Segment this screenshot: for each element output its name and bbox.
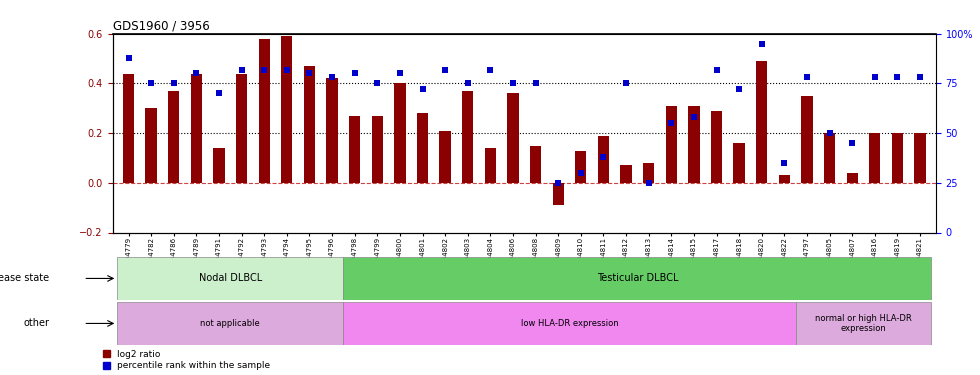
Bar bbox=[145, 108, 157, 183]
Point bbox=[551, 180, 566, 186]
Point bbox=[415, 86, 430, 92]
Bar bbox=[349, 116, 361, 183]
Point bbox=[754, 41, 769, 47]
Point bbox=[867, 75, 883, 81]
Bar bbox=[802, 96, 812, 183]
Text: Nodal DLBCL: Nodal DLBCL bbox=[199, 273, 262, 284]
Point bbox=[596, 154, 612, 160]
Point bbox=[731, 86, 747, 92]
Text: Testicular DLBCL: Testicular DLBCL bbox=[597, 273, 678, 284]
Bar bbox=[892, 133, 904, 183]
Bar bbox=[710, 111, 722, 183]
Point bbox=[890, 75, 906, 81]
Point bbox=[392, 70, 408, 76]
Point bbox=[618, 81, 634, 87]
Bar bbox=[757, 61, 767, 183]
Point bbox=[121, 55, 136, 61]
Text: disease state: disease state bbox=[0, 273, 49, 284]
Bar bbox=[796, 302, 931, 345]
Bar bbox=[394, 84, 406, 183]
Bar bbox=[847, 173, 858, 183]
Bar bbox=[326, 78, 338, 183]
Bar bbox=[281, 36, 292, 183]
Point bbox=[279, 66, 295, 72]
Point bbox=[505, 81, 520, 87]
Point bbox=[822, 130, 838, 136]
Point bbox=[234, 66, 250, 72]
Text: low HLA-DR expression: low HLA-DR expression bbox=[520, 319, 618, 328]
Bar bbox=[118, 302, 343, 345]
Bar bbox=[169, 91, 179, 183]
Point bbox=[324, 75, 340, 81]
Bar bbox=[485, 148, 496, 183]
Point bbox=[845, 140, 860, 146]
Point bbox=[143, 81, 159, 87]
Bar bbox=[575, 150, 586, 183]
Bar bbox=[530, 146, 541, 183]
Point bbox=[188, 70, 204, 76]
Point bbox=[257, 66, 272, 72]
Bar bbox=[236, 74, 247, 183]
Text: normal or high HLA-DR
expression: normal or high HLA-DR expression bbox=[815, 314, 912, 333]
Bar bbox=[343, 302, 796, 345]
Bar bbox=[914, 133, 926, 183]
Point bbox=[211, 90, 226, 96]
Bar bbox=[463, 91, 473, 183]
Legend: log2 ratio, percentile rank within the sample: log2 ratio, percentile rank within the s… bbox=[103, 350, 270, 370]
Bar bbox=[439, 130, 451, 183]
Bar bbox=[416, 113, 428, 183]
Point bbox=[776, 160, 792, 166]
Bar bbox=[665, 106, 677, 183]
Point bbox=[641, 180, 657, 186]
Point bbox=[166, 81, 181, 87]
Bar bbox=[508, 93, 518, 183]
Bar bbox=[824, 133, 835, 183]
Point bbox=[912, 75, 928, 81]
Point bbox=[663, 120, 679, 126]
Bar bbox=[779, 176, 790, 183]
Point bbox=[686, 114, 702, 120]
Bar bbox=[122, 74, 134, 183]
Bar bbox=[869, 133, 880, 183]
Point bbox=[528, 81, 544, 87]
Point bbox=[573, 170, 589, 176]
Point bbox=[347, 70, 363, 76]
Bar bbox=[553, 183, 563, 205]
Bar bbox=[259, 39, 270, 183]
Bar bbox=[343, 257, 931, 300]
Point bbox=[799, 75, 814, 81]
Bar bbox=[118, 257, 343, 300]
Point bbox=[482, 66, 498, 72]
Point bbox=[460, 81, 475, 87]
Point bbox=[437, 66, 453, 72]
Text: not applicable: not applicable bbox=[201, 319, 260, 328]
Bar bbox=[598, 136, 610, 183]
Bar bbox=[304, 66, 316, 183]
Bar bbox=[643, 163, 655, 183]
Bar bbox=[733, 143, 745, 183]
Text: other: other bbox=[24, 318, 49, 328]
Point bbox=[369, 81, 385, 87]
Bar bbox=[214, 148, 224, 183]
Bar bbox=[371, 116, 383, 183]
Point bbox=[302, 70, 318, 76]
Bar bbox=[191, 74, 202, 183]
Bar bbox=[620, 165, 632, 183]
Point bbox=[709, 66, 724, 72]
Text: GDS1960 / 3956: GDS1960 / 3956 bbox=[113, 20, 210, 33]
Bar bbox=[688, 106, 700, 183]
